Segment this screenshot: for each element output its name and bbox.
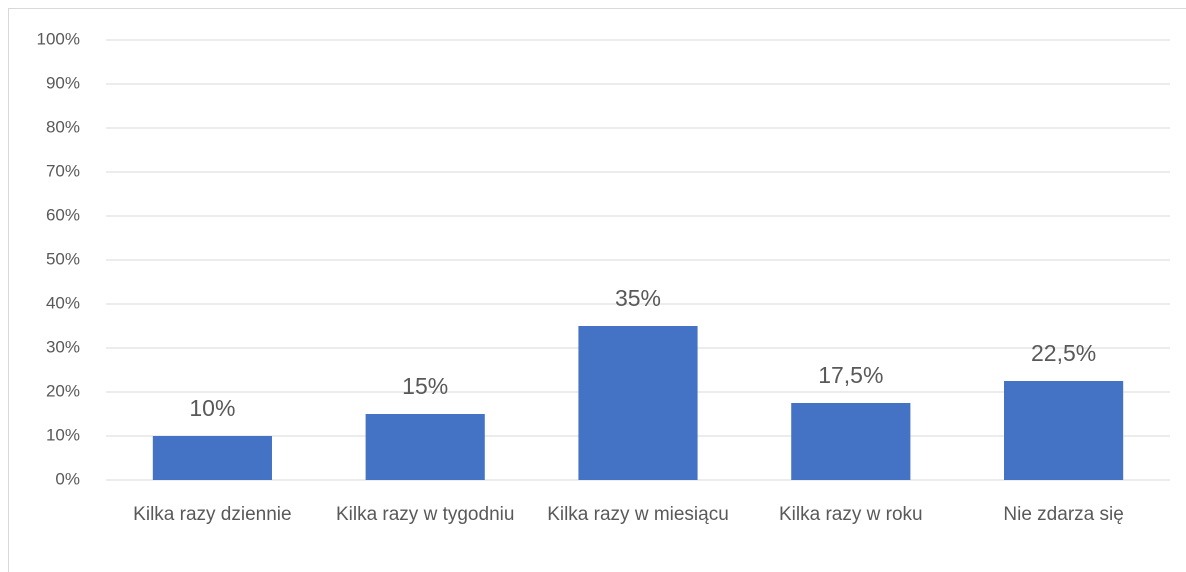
bar (791, 403, 911, 480)
x-tick-label: Kilka razy w roku (778, 504, 923, 525)
x-tick-label: Kilka razy dziennie (133, 504, 292, 525)
data-label: 15% (402, 373, 448, 399)
y-tick-label: 40% (46, 293, 80, 312)
y-tick-label: 70% (46, 161, 80, 180)
bar (152, 436, 272, 480)
x-tick-label: Nie zdarza się (1003, 504, 1124, 525)
data-label: 10% (189, 395, 235, 421)
y-tick-label: 100% (37, 29, 80, 48)
data-label: 35% (615, 285, 661, 311)
chart-border (8, 8, 1186, 572)
data-label: 22,5% (1031, 340, 1096, 366)
y-tick-label: 60% (46, 205, 80, 224)
y-tick-label: 10% (46, 425, 80, 444)
data-label: 17,5% (818, 362, 883, 388)
y-tick-label: 80% (46, 117, 80, 136)
bar (1004, 381, 1124, 480)
y-tick-label: 90% (46, 73, 80, 92)
bar (365, 414, 485, 480)
y-tick-label: 50% (46, 249, 80, 268)
x-tick-label: Kilka razy w miesiącu (547, 504, 729, 525)
y-tick-label: 20% (46, 381, 80, 400)
y-tick-label: 30% (46, 337, 80, 356)
bar (578, 326, 698, 480)
y-tick-label: 0% (55, 469, 80, 488)
x-tick-label: Kilka razy w tygodniu (335, 504, 515, 525)
